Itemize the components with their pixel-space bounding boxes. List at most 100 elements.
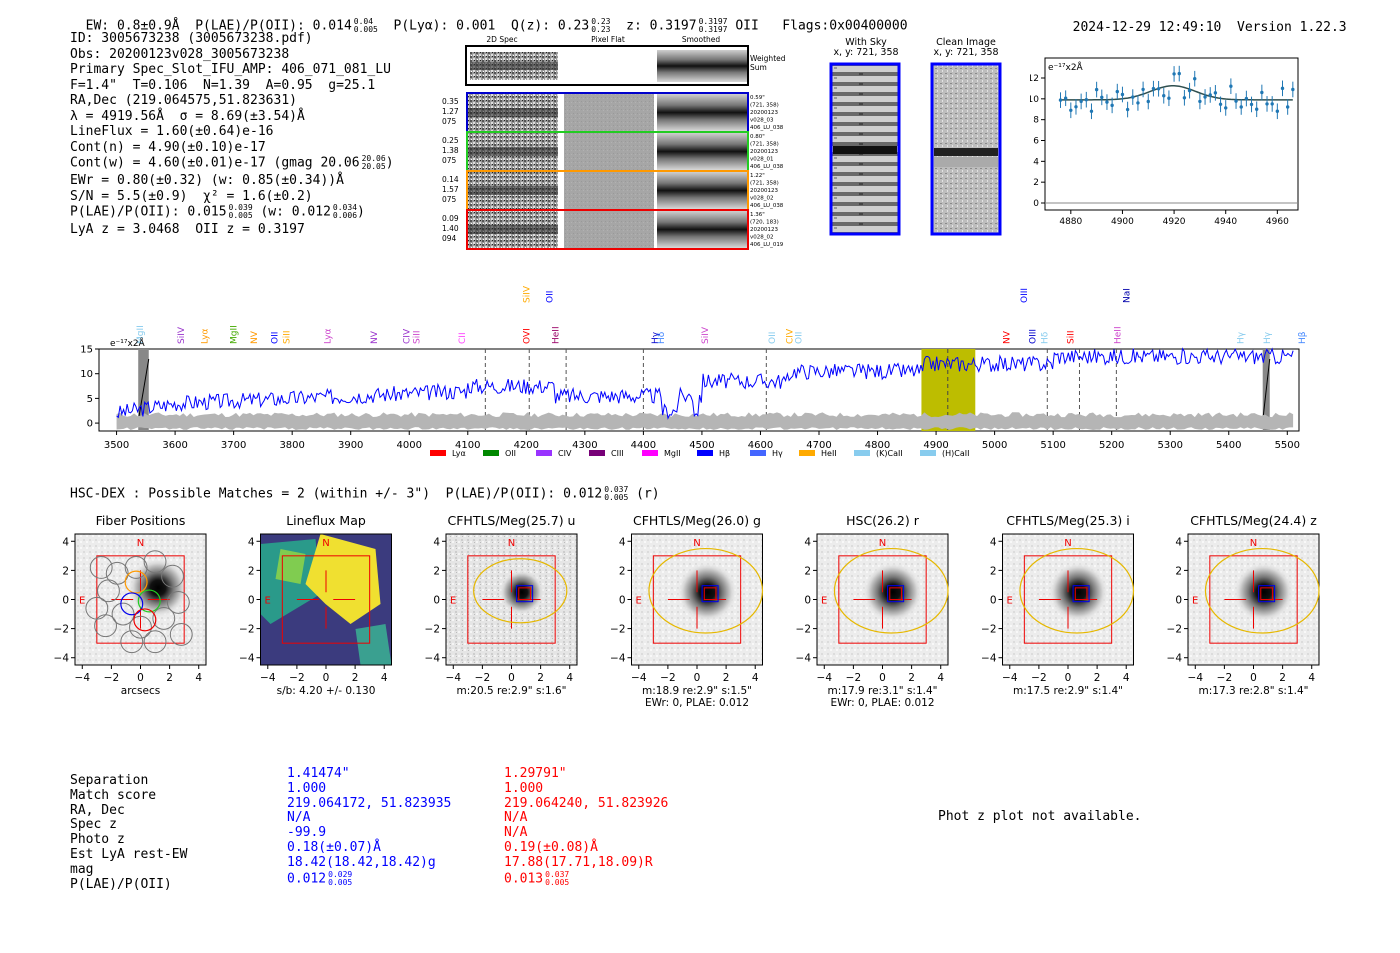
spectrum-ytick: 5 bbox=[87, 394, 93, 405]
emission-line-label: OIII bbox=[1020, 288, 1030, 303]
aperture-box bbox=[838, 555, 927, 644]
fit-data-point bbox=[1182, 96, 1187, 100]
match-ellipse bbox=[648, 547, 764, 634]
cutout-row-meta: 406_LU_019 bbox=[750, 242, 784, 248]
weighted-sum-row: Weighted Sum bbox=[465, 45, 786, 86]
spectrum-legend-item: OII bbox=[483, 449, 516, 458]
panel-ytick: 2 bbox=[1175, 565, 1182, 577]
spectrum-legend-item: MgII bbox=[642, 449, 681, 458]
spectrum-unit: e⁻¹⁷x2Å bbox=[110, 337, 146, 349]
spectrum-xtick: 4400 bbox=[631, 440, 656, 451]
galaxy-source bbox=[862, 561, 924, 623]
spectrum-error-band bbox=[116, 412, 1294, 430]
panel-title: CFHTLS/Meg(25.3) i bbox=[1006, 513, 1130, 528]
match-label: P(LAE)/P(OII) bbox=[70, 876, 172, 892]
cutout-row-meta: (721, 358) bbox=[750, 142, 779, 148]
east-marker: E bbox=[1192, 596, 1198, 607]
spectrum-legend-item: Hγ bbox=[750, 449, 783, 458]
fit-data-point bbox=[1260, 90, 1264, 95]
match-value: 0.012 0.029 0.005 bbox=[287, 869, 353, 887]
fit-data-point bbox=[1208, 93, 1212, 97]
east-marker: E bbox=[450, 596, 456, 607]
legend-label: HeII bbox=[821, 449, 837, 458]
aperture-box bbox=[1023, 555, 1113, 644]
cutout-row-border bbox=[466, 209, 749, 250]
fit-data-point bbox=[1234, 99, 1238, 103]
panel-xtick: −2 bbox=[1217, 672, 1232, 684]
north-marker: N bbox=[322, 538, 329, 549]
spectrum-frame bbox=[98, 348, 1300, 432]
panel-ytick: 2 bbox=[619, 565, 626, 577]
col-2d-label: 2D Spec bbox=[486, 35, 517, 44]
fit-data-point bbox=[1218, 102, 1223, 107]
match-box-red bbox=[1260, 587, 1273, 600]
spectrum-legend-item: CIV bbox=[536, 449, 572, 458]
fit-ytick: 8 bbox=[1033, 116, 1039, 126]
aperture-box bbox=[652, 555, 742, 644]
panel-xtick: 4 bbox=[1308, 672, 1315, 684]
match-value: 18.42(18.42,18.42)g bbox=[287, 854, 436, 870]
cutout-row-meta: 0.59" bbox=[750, 95, 765, 101]
panel-ytick: −2 bbox=[239, 624, 254, 636]
fit-data-point bbox=[1224, 106, 1228, 110]
fiber-circle bbox=[161, 564, 184, 588]
panel-ytick: −2 bbox=[54, 624, 69, 636]
fiber-circle bbox=[152, 607, 176, 630]
fiber-circle bbox=[143, 630, 167, 654]
match-label: Spec z bbox=[70, 817, 117, 833]
fit-data-point bbox=[1198, 99, 1202, 104]
emission-line-label: OII bbox=[546, 291, 556, 303]
info-primary: Primary Spec_Slot_IFU_AMP: 406_071_081_L… bbox=[70, 62, 391, 77]
panel-ytick: 0 bbox=[804, 595, 811, 607]
spectrum-xtick: 4000 bbox=[397, 440, 422, 451]
fit-data-point bbox=[1079, 99, 1083, 104]
spectrum-xtick: 4900 bbox=[923, 440, 948, 451]
match-box-blue bbox=[1072, 585, 1090, 603]
emission-line-label: CII bbox=[458, 332, 468, 344]
fit-plot-frame bbox=[1044, 57, 1299, 211]
match-value: 1.29791" bbox=[504, 766, 567, 781]
match-label: mag bbox=[70, 861, 94, 877]
emission-line-label: Hγ bbox=[651, 331, 661, 344]
panel-title: Lineflux Map bbox=[286, 513, 366, 528]
emission-line-label: MgII bbox=[136, 325, 146, 344]
panel-xtick: −2 bbox=[475, 672, 490, 684]
emission-line-label: OVI bbox=[522, 328, 532, 344]
spectrum-xtick: 4200 bbox=[514, 440, 539, 451]
match-value: 219.064240, 51.823926 bbox=[504, 795, 669, 811]
info-lyaz: LyA z = 3.0468 OII z = 0.3197 bbox=[70, 222, 305, 237]
panel-xtick: 4 bbox=[381, 672, 388, 684]
spectrum-xtick: 5400 bbox=[1216, 440, 1241, 451]
emission-line-label: Hγ bbox=[1263, 331, 1273, 344]
panel-sublabel: EWr: 0, PLAE: 0.012 bbox=[830, 697, 934, 709]
header-flags: Flags:0x00400000 bbox=[782, 18, 908, 34]
fit-ytick: 6 bbox=[1033, 137, 1039, 147]
fit-xtick: 4880 bbox=[1059, 217, 1082, 227]
cutout-row-stat: 0.25 bbox=[442, 136, 459, 145]
spectrum-xtick: 4600 bbox=[748, 440, 773, 451]
legend-label: (K)CaII bbox=[876, 449, 903, 458]
fit-data-point bbox=[1270, 102, 1274, 106]
panel-ytick: −2 bbox=[1167, 624, 1182, 636]
fit-data-point bbox=[1136, 101, 1140, 105]
match-label: Est LyA rest-EW bbox=[70, 846, 188, 862]
panel-title: CFHTLS/Meg(25.7) u bbox=[448, 513, 576, 528]
panel-xtick: −2 bbox=[846, 672, 861, 684]
panel-xlabel: m:17.9 re:3.1" s:1.4" bbox=[828, 685, 938, 697]
header-z-line: OII bbox=[735, 18, 759, 34]
galaxy-source bbox=[676, 561, 738, 623]
match-value: N/A bbox=[504, 825, 528, 841]
fit-data-point bbox=[1167, 96, 1171, 100]
fit-data-point bbox=[1100, 95, 1104, 100]
match-box-blue bbox=[516, 585, 534, 603]
emission-line-label: SiIV bbox=[701, 326, 711, 344]
match-label: Separation bbox=[70, 773, 149, 788]
fit-data-point bbox=[1162, 94, 1166, 98]
fit-data-point bbox=[1141, 87, 1145, 92]
weighted-sum-label: Weighted bbox=[750, 54, 786, 63]
panel-ytick: 0 bbox=[433, 595, 440, 607]
panel-xtick: −4 bbox=[631, 672, 647, 684]
panel-xtick: 2 bbox=[723, 672, 730, 684]
